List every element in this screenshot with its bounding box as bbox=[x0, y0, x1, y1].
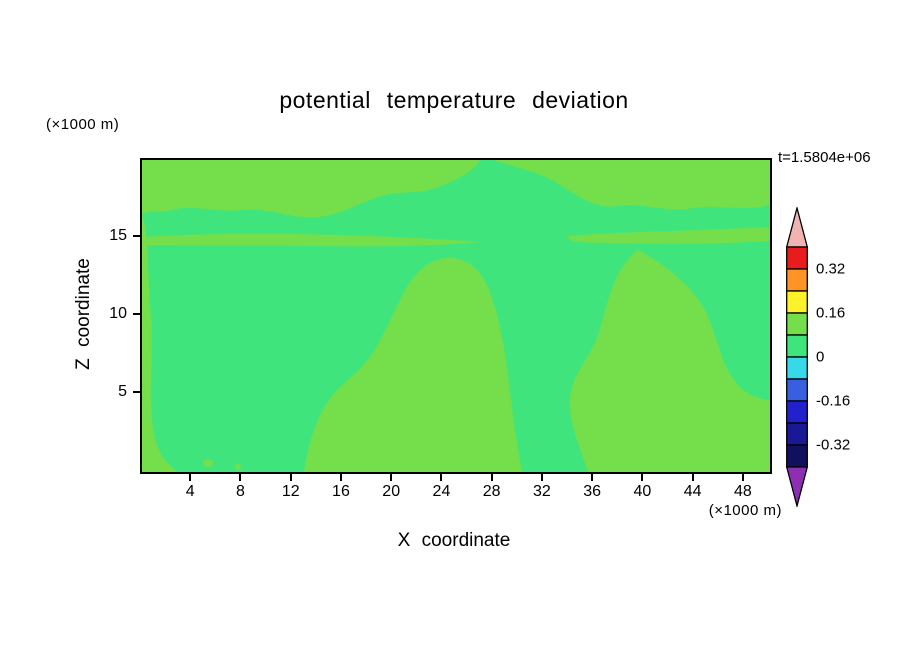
colorbar-label: -0.32 bbox=[816, 436, 851, 454]
colorbar-segment bbox=[786, 268, 808, 292]
x-tick-mark bbox=[591, 474, 594, 481]
x-tick-mark bbox=[189, 474, 192, 481]
x-tick-mark bbox=[239, 474, 242, 481]
x-axis-label: X coordinate bbox=[397, 530, 511, 551]
y-tick-mark bbox=[133, 391, 140, 393]
colorbar-segment bbox=[786, 400, 808, 424]
plot-area bbox=[140, 158, 772, 474]
contour-speck bbox=[371, 458, 377, 464]
colorbar-segment bbox=[786, 246, 808, 270]
x-tick-mark bbox=[741, 474, 744, 481]
x-tick-label: 48 bbox=[733, 483, 752, 500]
colorbar-segment bbox=[786, 444, 808, 468]
x-axis-unit-label: (×1000 m) bbox=[708, 502, 782, 519]
x-tick-mark bbox=[289, 474, 292, 481]
contour-field bbox=[142, 160, 770, 472]
y-tick-label: 10 bbox=[109, 305, 127, 322]
x-tick-label: 12 bbox=[281, 483, 300, 500]
colorbar-segment bbox=[786, 334, 808, 358]
contour-strip-left-edge bbox=[142, 214, 178, 472]
colorbar-label: 0 bbox=[816, 348, 825, 366]
colorbar-segment bbox=[786, 290, 808, 314]
y-axis-unit-label: (×1000 m) bbox=[46, 116, 120, 133]
contour-streak-right bbox=[566, 227, 770, 244]
x-tick-label: 16 bbox=[332, 483, 350, 500]
contour-speck bbox=[456, 458, 464, 466]
contour-speck bbox=[203, 459, 213, 467]
colorbar-segment bbox=[786, 422, 808, 446]
x-tick-mark bbox=[490, 474, 493, 481]
timestamp-label: t=1.5804e+06 bbox=[778, 149, 871, 166]
x-tick-label: 36 bbox=[583, 483, 602, 500]
contour-speck bbox=[345, 464, 353, 470]
x-tick-label: 40 bbox=[633, 483, 652, 500]
y-axis-label: Z coordinate bbox=[73, 258, 94, 370]
x-tick-mark bbox=[641, 474, 644, 481]
colorbar-segment bbox=[786, 378, 808, 402]
colorbar-segment bbox=[786, 356, 808, 380]
contour-speck bbox=[483, 463, 489, 469]
chart-title: potential temperature deviation bbox=[279, 87, 629, 113]
x-tick-mark bbox=[440, 474, 443, 481]
x-tick-label: 44 bbox=[683, 483, 702, 500]
x-tick-mark bbox=[390, 474, 393, 481]
x-tick-label: 8 bbox=[236, 483, 245, 500]
y-tick-label: 5 bbox=[118, 383, 127, 400]
colorbar-label: -0.16 bbox=[816, 392, 851, 410]
contour-region-top-left bbox=[142, 160, 480, 218]
contour-region-top-right bbox=[494, 160, 770, 210]
x-tick-label: 24 bbox=[432, 483, 451, 500]
contour-speck bbox=[315, 459, 325, 467]
y-tick-label: 15 bbox=[109, 227, 127, 244]
x-tick-label: 32 bbox=[533, 483, 551, 500]
contour-speck bbox=[235, 464, 241, 470]
contour-region-center-plume bbox=[304, 257, 522, 472]
contour-region-right-column bbox=[569, 250, 770, 472]
x-tick-mark bbox=[540, 474, 543, 481]
y-tick-mark bbox=[133, 313, 140, 315]
colorbar bbox=[786, 207, 808, 507]
colorbar-top-arrow bbox=[786, 207, 808, 248]
colorbar-segment bbox=[786, 312, 808, 336]
y-tick-mark bbox=[133, 235, 140, 237]
x-tick-label: 20 bbox=[382, 483, 401, 500]
x-tick-mark bbox=[691, 474, 694, 481]
colorbar-label: 0.32 bbox=[816, 260, 846, 278]
x-tick-mark bbox=[339, 474, 342, 481]
colorbar-label: 0.16 bbox=[816, 304, 846, 322]
x-tick-label: 28 bbox=[482, 483, 501, 500]
colorbar-bottom-arrow bbox=[786, 466, 808, 507]
x-tick-label: 4 bbox=[185, 483, 195, 500]
contour-streak-left bbox=[142, 233, 480, 247]
